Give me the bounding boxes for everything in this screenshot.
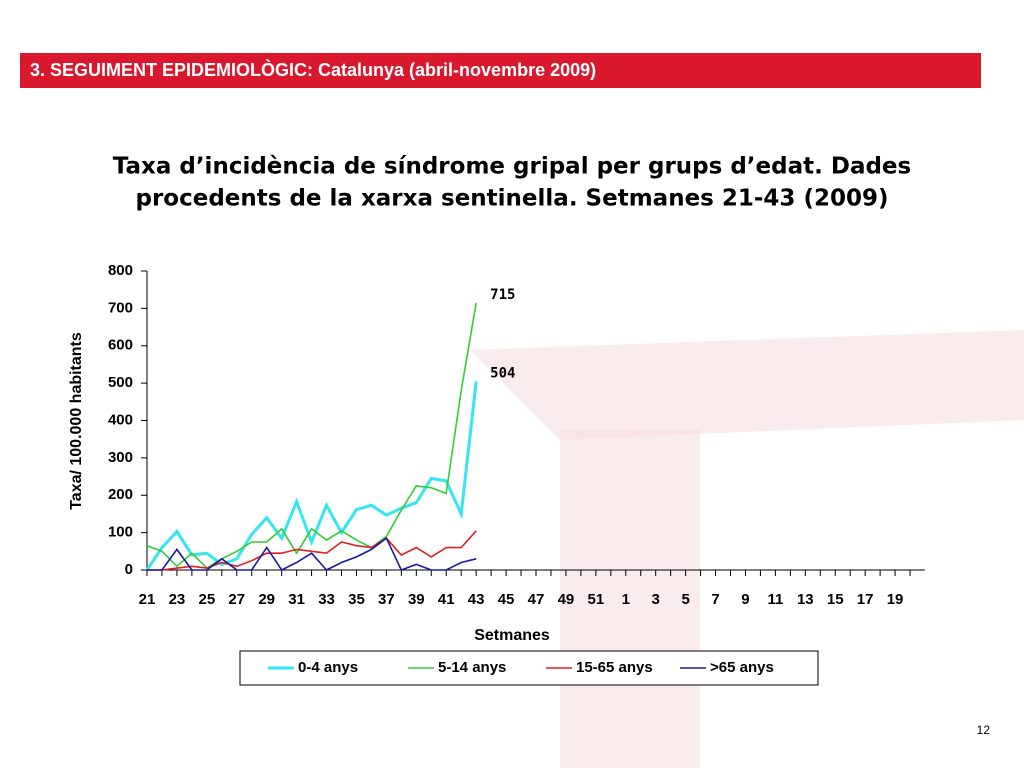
x-tick-label: 51 bbox=[588, 591, 605, 608]
x-tick-label: 47 bbox=[528, 591, 545, 608]
x-tick-label: 25 bbox=[199, 591, 216, 608]
legend-label: 5-14 anys bbox=[438, 659, 506, 676]
data-label: 504 bbox=[490, 366, 515, 382]
x-tick-label: 37 bbox=[378, 591, 395, 608]
series-line bbox=[145, 381, 478, 571]
x-tick-label: 31 bbox=[288, 591, 305, 608]
legend-label: >65 anys bbox=[710, 659, 774, 676]
chart-title: Taxa d’incidència de síndrome gripal per… bbox=[113, 154, 911, 180]
y-tick-label: 400 bbox=[108, 411, 133, 428]
y-tick-label: 300 bbox=[108, 449, 133, 466]
y-tick-label: 200 bbox=[108, 486, 133, 503]
watermark bbox=[470, 330, 1024, 440]
x-tick-label: 35 bbox=[348, 591, 365, 608]
y-tick-label: 600 bbox=[108, 337, 133, 354]
series-line bbox=[146, 302, 477, 570]
x-tick-label: 33 bbox=[318, 591, 335, 608]
x-tick-label: 11 bbox=[767, 591, 783, 608]
x-tick-label: 41 bbox=[438, 591, 455, 608]
header-bar bbox=[20, 53, 981, 88]
x-tick-label: 17 bbox=[857, 591, 874, 608]
x-tick-label: 13 bbox=[797, 591, 814, 608]
x-axis-label: Setmanes bbox=[474, 627, 550, 644]
y-tick-label: 800 bbox=[108, 262, 133, 279]
y-tick-label: 500 bbox=[108, 374, 133, 391]
legend bbox=[239, 650, 819, 686]
x-tick-label: 39 bbox=[408, 591, 425, 608]
series-line bbox=[147, 536, 477, 572]
x-tick-label: 23 bbox=[169, 591, 186, 608]
chart-title: procedents de la xarxa sentinella. Setma… bbox=[136, 186, 889, 212]
x-tick-label: 29 bbox=[258, 591, 275, 608]
y-axis-label: Taxa/ 100.000 habitants bbox=[68, 332, 85, 510]
series-line bbox=[147, 530, 477, 571]
watermark bbox=[560, 430, 700, 768]
x-tick-label: 49 bbox=[558, 591, 575, 608]
page-number: 12 bbox=[977, 723, 991, 737]
y-tick-label: 100 bbox=[108, 524, 133, 541]
x-tick-label: 1 bbox=[622, 591, 630, 608]
x-tick-label: 21 bbox=[139, 591, 156, 608]
data-label: 715 bbox=[490, 287, 515, 303]
y-tick-label: 0 bbox=[125, 561, 133, 578]
header-title: 3. SEGUIMENT EPIDEMIOLÒGIC: Catalunya (a… bbox=[30, 59, 596, 80]
x-tick-label: 5 bbox=[681, 591, 689, 608]
x-tick-label: 3 bbox=[652, 591, 660, 608]
x-tick-label: 27 bbox=[228, 591, 245, 608]
y-tick-label: 700 bbox=[108, 299, 133, 316]
x-tick-label: 43 bbox=[468, 591, 485, 608]
x-tick-label: 7 bbox=[711, 591, 719, 608]
legend-label: 15-65 anys bbox=[576, 659, 653, 676]
x-tick-label: 15 bbox=[827, 591, 844, 608]
x-tick-label: 9 bbox=[741, 591, 749, 608]
legend-label: 0-4 anys bbox=[298, 659, 358, 676]
x-tick-label: 45 bbox=[498, 591, 515, 608]
x-tick-label: 19 bbox=[887, 591, 904, 608]
